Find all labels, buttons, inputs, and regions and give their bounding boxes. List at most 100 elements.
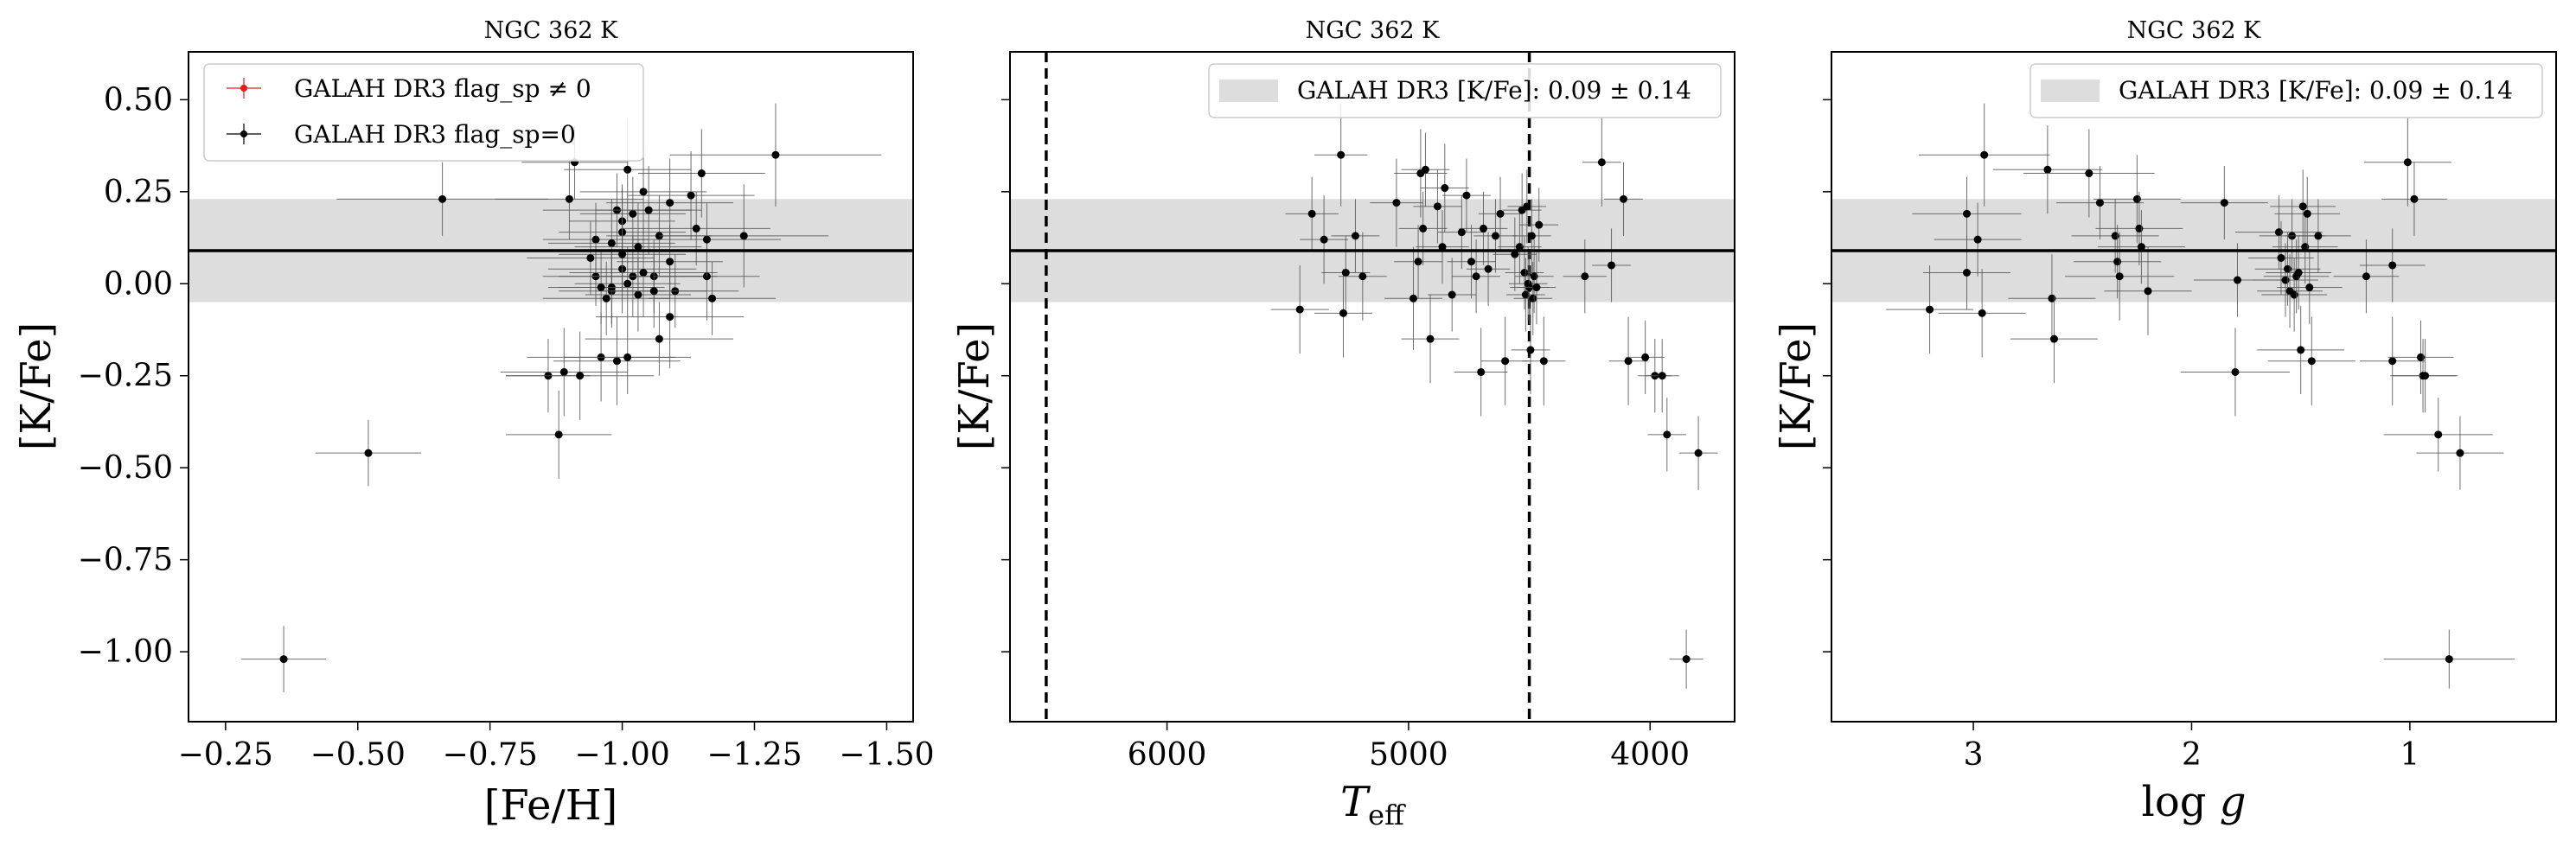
point-marker <box>1511 250 1519 258</box>
legend: GALAH DR3 flag_sp ≠ 0 GALAH DR3 flag_sp=… <box>203 63 644 162</box>
point-marker <box>666 199 674 207</box>
x-ticks: −0.25 −0.50 −0.75 −1.00 −1.25 −1.50 <box>178 722 935 773</box>
data-point <box>2381 162 2447 236</box>
data-point <box>315 419 422 487</box>
data-point <box>559 217 686 291</box>
point-marker <box>2220 199 2228 207</box>
point-marker <box>1515 243 1524 252</box>
data-point <box>2383 398 2493 472</box>
point-marker <box>1307 209 1316 218</box>
point-marker <box>2043 165 2052 174</box>
point-marker <box>708 294 717 302</box>
axes-frame <box>1831 51 2557 723</box>
point-marker <box>649 287 658 296</box>
point-marker <box>1978 309 1986 317</box>
data-point <box>2274 176 2341 251</box>
data-point <box>506 390 612 479</box>
point-marker <box>1433 202 1441 211</box>
point-marker <box>1341 268 1350 277</box>
data-point <box>1442 158 1491 232</box>
x-tick-label: −0.25 <box>178 737 273 773</box>
point-marker <box>2294 268 2303 277</box>
legend: GALAH DR3 [K/Fe]: 0.09 ± 0.14 <box>2029 63 2543 118</box>
point-marker <box>1337 150 1346 159</box>
data-point <box>241 626 327 692</box>
point-marker <box>2421 372 2430 380</box>
point-marker <box>1462 191 1471 200</box>
data-point <box>1394 225 1443 299</box>
y-ticks <box>1001 99 1010 653</box>
point-marker <box>1526 346 1535 354</box>
point-marker <box>639 188 648 196</box>
data-point <box>1466 232 1511 306</box>
point-marker <box>623 353 632 361</box>
data-point <box>2276 250 2343 325</box>
point-marker <box>1620 194 1628 203</box>
legend-box <box>2029 63 2543 118</box>
x-tick-label: 3 <box>1964 737 1984 773</box>
point-marker <box>1320 235 1328 244</box>
point-marker <box>655 334 663 343</box>
point-marker <box>1472 272 1480 281</box>
x-ticks: 6000 5000 4000 <box>1128 722 1690 773</box>
x-tick-label: −1.50 <box>839 737 934 773</box>
data-point <box>2359 228 2426 302</box>
point-marker <box>2115 272 2124 281</box>
data-point <box>2180 328 2291 417</box>
x-tick-label: 2 <box>2182 737 2202 773</box>
point-marker <box>2307 357 2316 366</box>
point-marker <box>1520 268 1529 277</box>
x-tick-label: −1.00 <box>574 737 669 773</box>
point-marker <box>2277 253 2285 262</box>
y-axis-label: [K/Fe] <box>1772 322 1820 451</box>
data-point <box>2104 246 2192 335</box>
data-point <box>1437 195 1486 270</box>
point-marker <box>2137 243 2145 252</box>
point-marker <box>687 191 695 200</box>
point-marker <box>1532 283 1541 292</box>
data-point <box>1459 191 1508 265</box>
point-marker <box>623 279 632 288</box>
point-marker <box>565 194 573 203</box>
point-marker <box>1527 232 1536 240</box>
data-point <box>527 220 655 296</box>
axes-frame <box>1009 51 1735 723</box>
point-marker <box>1496 209 1505 218</box>
data-point <box>1678 416 1718 490</box>
point-marker <box>666 258 674 266</box>
data-point <box>1507 169 1547 244</box>
data-point <box>622 191 770 265</box>
point-marker <box>2274 228 2283 237</box>
x-axis-label: log g <box>2142 778 2247 826</box>
point-marker <box>1426 334 1435 343</box>
data-point <box>1394 129 1448 218</box>
data-point <box>1413 169 1462 244</box>
data-point <box>1645 339 1679 413</box>
data-point <box>2023 129 2155 218</box>
data-point <box>2055 166 2144 240</box>
legend-marker-flagged <box>227 78 261 99</box>
data-point <box>2285 199 2351 273</box>
point-marker <box>666 313 674 322</box>
x-tick-label: 1 <box>2400 737 2419 773</box>
point-marker <box>1448 290 1456 299</box>
data-point <box>2270 169 2336 244</box>
legend-label-flagged: GALAH DR3 flag_sp ≠ 0 <box>294 74 591 103</box>
data-point <box>669 103 882 207</box>
y-tick-label: −1.00 <box>78 634 173 670</box>
data-point <box>2097 210 2185 284</box>
point-marker <box>697 169 706 178</box>
data-point <box>1478 176 1523 251</box>
point-marker <box>2417 353 2426 361</box>
y-tick-label: −0.25 <box>78 359 173 394</box>
point-marker <box>1295 305 1304 314</box>
point-marker <box>2135 224 2144 232</box>
point-marker <box>2456 449 2464 457</box>
x-ticks: 3 2 1 <box>1964 722 2419 773</box>
point-marker <box>1973 235 1982 244</box>
points-layer <box>1270 103 1718 689</box>
point-marker <box>644 206 653 214</box>
data-point <box>627 150 755 240</box>
point-marker <box>2434 430 2443 439</box>
